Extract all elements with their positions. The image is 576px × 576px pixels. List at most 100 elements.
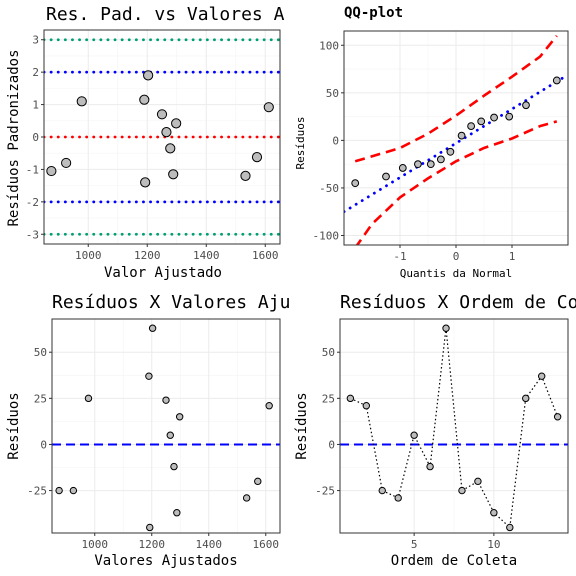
- data-point: [506, 523, 514, 532]
- x-tick-label: -1: [393, 250, 406, 263]
- data-point: [414, 160, 422, 169]
- x-tick-label: 5: [411, 538, 418, 551]
- panel-3-y-axis-label: Resíduos: [6, 392, 22, 459]
- y-tick-label: 100: [319, 39, 339, 52]
- panel-border: [339, 318, 569, 534]
- data-point: [171, 118, 182, 129]
- data-point: [436, 155, 445, 164]
- panel-standardized-residuals: 1000 1200 1400 1600 -3 -2 -1 0 1 2 3 Res. Pad. vs …: [6, 4, 285, 281]
- y-tick-label: 1: [32, 99, 39, 112]
- data-point: [426, 462, 434, 471]
- data-point: [265, 402, 273, 410]
- data-point: [84, 394, 93, 403]
- panel-border: [51, 318, 281, 534]
- x-tick-label: 1000: [75, 249, 102, 262]
- data-point: [490, 113, 498, 122]
- panel-2-y-axis-label: Resíduos: [294, 117, 307, 170]
- plot-area: [340, 324, 568, 532]
- plot-area: [44, 38, 280, 236]
- data-point: [382, 172, 390, 181]
- data-point: [522, 101, 530, 110]
- data-point: [446, 147, 455, 156]
- data-point: [161, 127, 172, 138]
- y-tick-label: 2: [32, 66, 39, 79]
- y-tick-label: 0: [40, 438, 47, 451]
- data-point: [69, 486, 78, 495]
- data-point: [505, 112, 514, 121]
- y-tick-label: 0: [332, 134, 339, 147]
- y-tick-label: -50: [319, 182, 339, 195]
- data-point: [170, 462, 178, 471]
- data-point: [139, 94, 150, 105]
- data-point: [458, 486, 466, 495]
- y-tick-label: 50: [326, 87, 339, 100]
- x-tick-label: 1000: [82, 538, 109, 551]
- x-tick-label: 1200: [134, 249, 161, 262]
- x-tick-label: 1400: [193, 249, 220, 262]
- data-point: [254, 477, 262, 486]
- panel-1-title: Res. Pad. vs Valores A: [46, 4, 285, 25]
- data-point: [362, 402, 371, 410]
- y-tick-label: 0: [328, 438, 335, 451]
- data-point: [410, 431, 418, 439]
- confidence-band-lower: [355, 120, 558, 245]
- data-point: [394, 494, 402, 502]
- data-point: [162, 396, 170, 404]
- data-point: [145, 372, 153, 380]
- y-tick-label: 25: [322, 392, 335, 405]
- data-point: [477, 117, 486, 126]
- data-point: [146, 523, 154, 532]
- data-point: [442, 324, 450, 332]
- x-tick-label: 1600: [253, 538, 280, 551]
- panel-3-x-axis-label: Valores Ajustados: [94, 553, 237, 569]
- panel-border: [343, 30, 569, 246]
- x-tick-label: 1: [509, 250, 516, 263]
- panel-2-title: QQ-plot: [344, 5, 403, 21]
- data-point: [140, 177, 151, 188]
- data-point: [398, 164, 407, 172]
- panel-4-plot-layer: 5 10 -25 0 25 50: [315, 318, 569, 551]
- data-point: [242, 494, 251, 502]
- y-tick-label: 50: [322, 346, 335, 359]
- panel-residuals-vs-order: 5 10 -25 0 25 50 Resíduos X Ordem de Co Ordem…: [294, 292, 576, 569]
- data-point: [426, 160, 435, 169]
- panel-1-y-axis-label: Resíduos Padronizados: [6, 49, 22, 226]
- panel-border: [43, 29, 281, 245]
- data-point: [76, 96, 87, 107]
- y-tick-label: -2: [26, 196, 39, 209]
- y-tick-label: -25: [315, 485, 335, 498]
- y-tick-label: -1: [26, 163, 39, 176]
- data-point: [46, 165, 57, 177]
- y-tick-label: 25: [34, 392, 47, 405]
- data-point: [490, 509, 498, 517]
- y-tick-label: 50: [34, 346, 47, 359]
- x-tick-label: 0: [453, 250, 460, 263]
- y-tick-label: 0: [32, 131, 39, 144]
- data-point: [552, 76, 561, 85]
- data-point: [148, 324, 157, 332]
- data-point: [251, 152, 263, 163]
- x-tick-label: 1200: [139, 538, 166, 551]
- data-point: [173, 509, 181, 517]
- panel-4-title: Resíduos X Ordem de Co: [340, 292, 576, 313]
- data-point: [537, 372, 546, 380]
- qq-reference-line: [344, 73, 568, 214]
- data-point: [61, 157, 72, 169]
- x-tick-label: 1400: [196, 538, 223, 551]
- x-tick-label: 1600: [252, 249, 279, 262]
- y-tick-label: -100: [313, 229, 340, 242]
- panel-2-plot-layer: -1 0 1 -100 -50 0 50 100: [313, 30, 569, 263]
- data-point: [346, 394, 355, 403]
- data-point: [166, 431, 174, 439]
- data-point: [522, 394, 530, 403]
- data-point: [378, 486, 386, 495]
- panel-3-plot-layer: 1000 1200 1400 1600 -25 0 25 50: [27, 318, 281, 551]
- y-tick-label: -25: [27, 485, 47, 498]
- plot-area: [52, 324, 280, 532]
- panel-4-x-axis-label: Ordem de Coleta: [391, 553, 517, 569]
- panel-qq-plot: -1 0 1 -100 -50 0 50 100 QQ-plot Quantis da Nor…: [294, 5, 569, 280]
- x-tick-label: 10: [487, 538, 500, 551]
- panel-2-x-axis-label: Quantis da Normal: [400, 267, 513, 280]
- data-point: [55, 486, 63, 495]
- y-tick-label: -3: [26, 228, 39, 241]
